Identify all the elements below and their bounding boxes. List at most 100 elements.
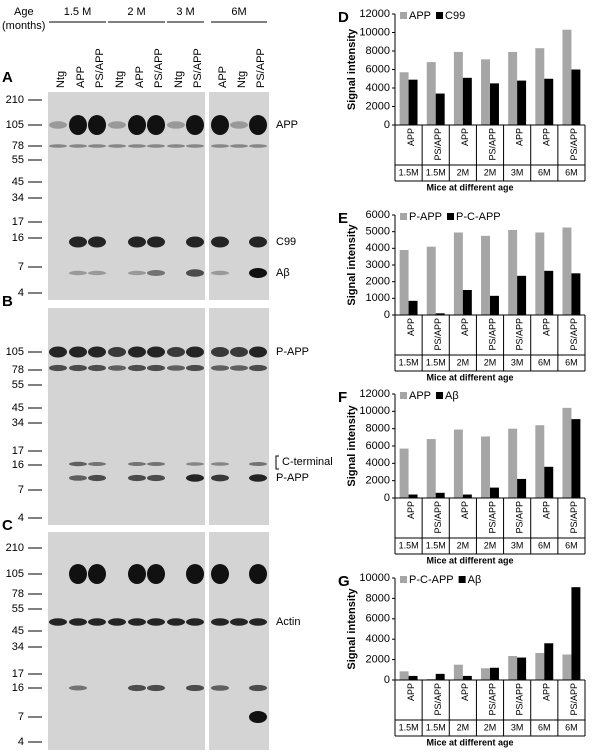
bar bbox=[435, 673, 445, 680]
bar bbox=[399, 250, 409, 315]
bar bbox=[571, 587, 581, 680]
x-tick-label: APP bbox=[542, 501, 552, 519]
bar bbox=[408, 79, 418, 125]
bar bbox=[399, 448, 409, 498]
age-label: 1.5M bbox=[399, 167, 419, 177]
x-tick-label: APP bbox=[460, 501, 470, 519]
marker-label: 78 bbox=[12, 364, 24, 376]
band bbox=[69, 144, 87, 148]
y-axis-label: Signal intensity bbox=[346, 587, 358, 669]
age-label: 2M bbox=[457, 357, 470, 367]
age-label: 1.5M bbox=[399, 357, 419, 367]
y-tick-label: 6000 bbox=[366, 440, 390, 452]
band bbox=[128, 144, 146, 148]
lane-label: PS/APP bbox=[153, 48, 165, 88]
band-label: Actin bbox=[276, 616, 300, 628]
band bbox=[186, 364, 204, 372]
x-tick-label: APP bbox=[406, 128, 416, 146]
age-label: 1.5M bbox=[426, 357, 446, 367]
band-label: APP bbox=[276, 119, 298, 131]
bar bbox=[453, 664, 463, 680]
lane-label: Ntg bbox=[236, 71, 248, 88]
marker-label: 105 bbox=[6, 346, 24, 358]
bar bbox=[408, 675, 418, 680]
band bbox=[167, 121, 185, 129]
panel-letter: G bbox=[338, 573, 350, 590]
y-tick-label: 4000 bbox=[366, 633, 390, 645]
age-label: 6M bbox=[538, 722, 551, 732]
y-tick-label: 10000 bbox=[359, 26, 390, 38]
y-tick-label: 4000 bbox=[366, 457, 390, 469]
bar bbox=[408, 300, 418, 315]
bar bbox=[453, 429, 463, 498]
bar bbox=[490, 667, 499, 680]
band bbox=[147, 364, 165, 372]
band bbox=[128, 346, 146, 358]
bar bbox=[517, 275, 527, 315]
legend-swatch bbox=[436, 12, 444, 19]
marker-label: 4 bbox=[18, 736, 24, 748]
x-tick-label: PS/APP bbox=[569, 683, 579, 716]
band bbox=[147, 115, 165, 135]
lane-label: PS/APP bbox=[192, 48, 204, 88]
band bbox=[147, 684, 165, 692]
band bbox=[186, 462, 204, 466]
legend-swatch bbox=[458, 576, 466, 583]
marker-label: 16 bbox=[12, 682, 24, 694]
y-tick-label: 8000 bbox=[366, 592, 390, 604]
bar bbox=[435, 313, 445, 315]
bar bbox=[544, 270, 554, 315]
marker-label: 34 bbox=[12, 417, 24, 429]
bar bbox=[508, 656, 518, 680]
x-tick-label: APP bbox=[460, 128, 470, 146]
x-tick-label: APP bbox=[515, 128, 525, 146]
band bbox=[167, 144, 185, 148]
band bbox=[88, 364, 106, 372]
band bbox=[128, 364, 146, 372]
x-tick-label: APP bbox=[460, 683, 470, 701]
y-tick-label: 1000 bbox=[366, 292, 390, 304]
band bbox=[108, 618, 126, 626]
lane-label: Ntg bbox=[114, 71, 126, 88]
band bbox=[69, 564, 87, 584]
age-group: 2 M bbox=[127, 6, 145, 18]
legend-swatch bbox=[400, 392, 407, 399]
legend-label: P-APP bbox=[409, 211, 442, 223]
marker-label: 210 bbox=[6, 94, 24, 106]
bar bbox=[462, 675, 472, 680]
marker-label: 45 bbox=[12, 176, 24, 188]
marker-label: 34 bbox=[12, 192, 24, 204]
band bbox=[69, 461, 87, 467]
band bbox=[186, 474, 204, 482]
band bbox=[186, 115, 204, 135]
marker-label: 105 bbox=[6, 119, 24, 131]
band bbox=[88, 115, 106, 135]
band bbox=[108, 121, 126, 129]
marker-label: 7 bbox=[18, 484, 24, 496]
bracket bbox=[275, 455, 279, 470]
age-label: (months) bbox=[2, 20, 45, 32]
bar bbox=[562, 29, 572, 126]
x-tick-label: APP bbox=[542, 128, 552, 146]
bar bbox=[481, 668, 490, 680]
band bbox=[186, 618, 204, 626]
band bbox=[49, 121, 67, 129]
bar bbox=[508, 230, 518, 315]
band bbox=[69, 115, 87, 135]
marker-label: 16 bbox=[12, 459, 24, 471]
y-tick-label: 3000 bbox=[366, 259, 390, 271]
band bbox=[230, 347, 248, 357]
x-axis-label: Mice at different age bbox=[426, 555, 513, 565]
legend-swatch bbox=[436, 392, 444, 399]
bar bbox=[481, 59, 490, 126]
band bbox=[147, 346, 165, 358]
marker-label: 4 bbox=[18, 287, 24, 299]
band bbox=[128, 564, 146, 584]
band-label: P-APP bbox=[276, 472, 309, 484]
age-label: 6M bbox=[565, 722, 578, 732]
band bbox=[49, 144, 67, 148]
band bbox=[211, 347, 229, 357]
blot bbox=[48, 308, 205, 525]
bar bbox=[562, 227, 572, 315]
bar bbox=[408, 494, 418, 498]
